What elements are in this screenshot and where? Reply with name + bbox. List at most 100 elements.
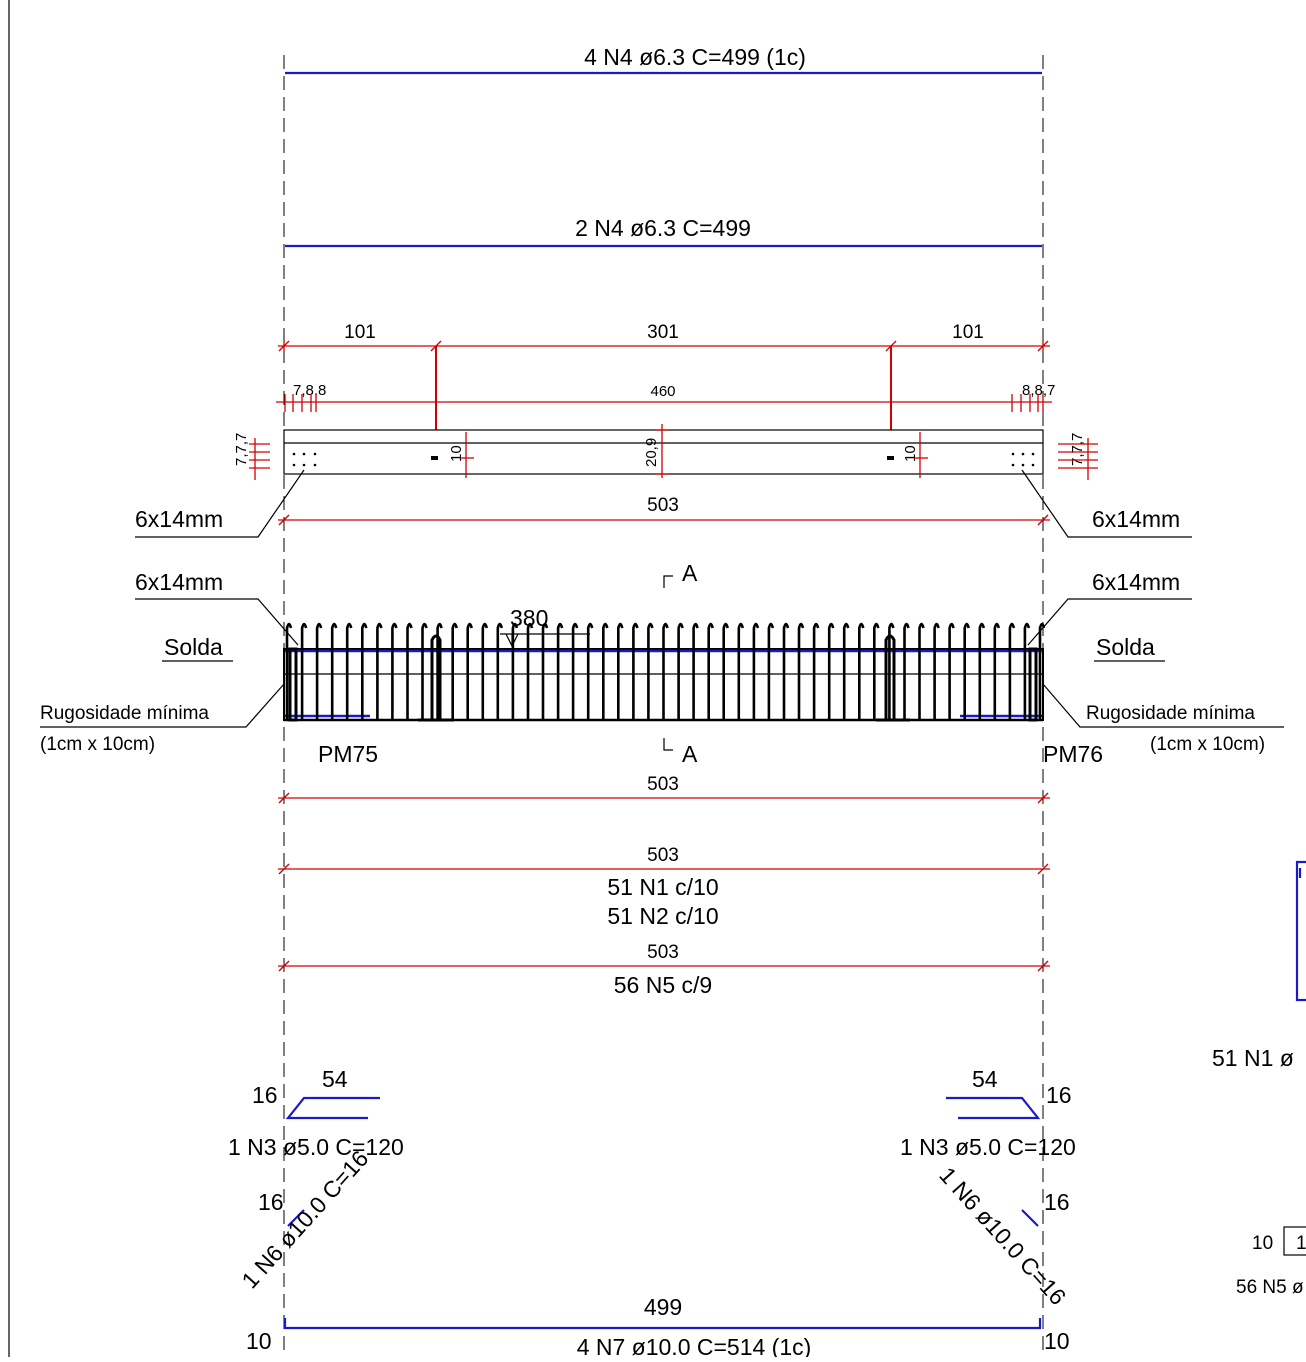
dim-ticks-503-c <box>278 960 1049 972</box>
leader-rug-left <box>40 683 285 728</box>
label-n2: 51 N2 c/10 <box>607 903 718 929</box>
n6-right-16: 16 <box>1044 1189 1070 1215</box>
section-label-top: A <box>682 560 698 586</box>
stirrup <box>330 622 338 720</box>
rugosidade-left: Rugosidade mínima <box>40 703 209 724</box>
stirrup <box>707 622 714 720</box>
stirrup <box>1008 622 1016 720</box>
stirrup <box>737 622 745 720</box>
bar2-label: 2 N4 ø6.3 C=499 <box>575 215 751 241</box>
n3-right-shape <box>946 1096 1041 1120</box>
dim-side-right: 7,7,7 <box>1069 433 1086 466</box>
stirrup <box>978 622 986 720</box>
stirrup <box>345 622 353 720</box>
dim-301: 301 <box>647 322 679 343</box>
rugosidade-left-size: (1cm x 10cm) <box>40 734 155 755</box>
stirrup <box>677 622 684 720</box>
n3-left-shape <box>285 1096 380 1120</box>
stirrup <box>602 622 609 720</box>
stirrup <box>767 622 775 720</box>
dim-hole-right: 10 <box>902 445 919 462</box>
stirrup <box>315 622 323 720</box>
stirrup <box>376 622 383 720</box>
bar1-label: 4 N4 ø6.3 C=499 (1c) <box>584 44 806 70</box>
stirrup <box>586 622 594 720</box>
beam-plan <box>283 429 1044 475</box>
n3-left-16: 16 <box>252 1082 278 1108</box>
dim-side-right-lines <box>1058 438 1098 480</box>
dim-ticks-503-a <box>278 792 1049 804</box>
dim-380-marker <box>500 633 590 648</box>
dim-ticks-460 <box>284 394 1044 412</box>
dim-ticks-503-plan <box>278 514 1049 526</box>
stirrup <box>300 622 308 720</box>
stirrup <box>888 622 895 720</box>
section-mark-bottom <box>663 738 673 751</box>
stirrup <box>285 622 293 720</box>
section-label-bottom: A <box>682 741 698 767</box>
solda-left: Solda <box>164 634 223 660</box>
stirrup <box>481 622 489 720</box>
hanger-bars <box>288 634 1038 722</box>
stirrup <box>466 622 473 720</box>
stirrup <box>361 622 368 720</box>
n7-len: 499 <box>644 1294 682 1320</box>
stirrup <box>526 622 534 720</box>
stirrup <box>692 622 699 720</box>
stirrup <box>903 622 910 720</box>
pillar-right: PM76 <box>1043 741 1103 767</box>
n7-left-10: 10 <box>246 1328 272 1354</box>
plate-callout-elev-left: 6x14mm <box>135 569 223 595</box>
stirrup <box>782 622 790 720</box>
n6-left-shape <box>287 1209 305 1227</box>
dim-503-plan: 503 <box>647 495 679 516</box>
stirrup <box>842 622 850 720</box>
dim-side-left-lines <box>249 438 270 480</box>
n3-right-label: 1 N3 ø5.0 C=120 <box>900 1134 1076 1160</box>
stirrup <box>873 622 880 720</box>
hole-mark-right <box>887 456 894 460</box>
anchor-dots-right <box>1011 452 1035 467</box>
n6-right-shape <box>1021 1209 1039 1227</box>
stirrup <box>1023 622 1031 720</box>
stirrup <box>948 622 955 720</box>
stirrup <box>571 622 579 720</box>
stirrup <box>451 622 458 720</box>
plate-callout-elev-right: 6x14mm <box>1092 569 1180 595</box>
hole-mark-left <box>431 456 438 460</box>
partial-box-left: 10 <box>1252 1233 1273 1254</box>
rugosidade-right: Rugosidade mínima <box>1086 703 1255 724</box>
dim-small-right: 8,8,7 <box>1022 382 1055 399</box>
label-n5: 56 N5 c/9 <box>614 972 712 998</box>
plate-callout-plan-left: 6x14mm <box>135 506 223 532</box>
n3-right-16: 16 <box>1046 1082 1072 1108</box>
label-n1: 51 N1 c/10 <box>607 874 718 900</box>
leader-plate-elev-left <box>135 598 299 646</box>
stirrup <box>617 622 624 720</box>
dim-503-c: 503 <box>647 942 679 963</box>
stirrup <box>421 622 428 720</box>
dim-hole-left: 10 <box>448 445 465 462</box>
stirrup <box>933 622 940 720</box>
stirrup <box>541 622 549 720</box>
stirrup <box>632 622 639 720</box>
stirrup <box>647 622 654 720</box>
stirrups <box>285 622 1046 720</box>
partial-n1-label: 51 N1 ø <box>1212 1045 1294 1071</box>
n7-shape <box>283 1318 1042 1330</box>
partial-box-num: 1 <box>1296 1233 1306 1254</box>
dim-side-left: 7,7,7 <box>233 433 250 466</box>
rugosidade-right-size: (1cm x 10cm) <box>1150 734 1265 755</box>
plate-callout-plan-right: 6x14mm <box>1092 506 1180 532</box>
stirrup <box>963 622 970 720</box>
section-stirrup-partial <box>1295 860 1306 1002</box>
stirrup <box>391 622 398 720</box>
partial-n5-label: 56 N5 ø <box>1236 1277 1304 1298</box>
n3-left-label: 1 N3 ø5.0 C=120 <box>228 1134 404 1160</box>
stirrup <box>918 622 925 720</box>
n6-left-label: 1 N6 ø10.0 C=16 <box>236 1145 373 1293</box>
leader-rug-right <box>1042 683 1284 728</box>
dim-ticks-503-b <box>278 863 1049 875</box>
